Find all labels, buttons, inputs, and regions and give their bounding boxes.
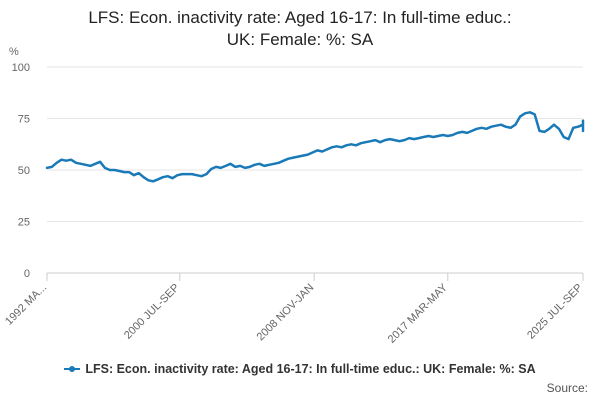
legend-label: LFS: Econ. inactivity rate: Aged 16-17: … (85, 362, 536, 376)
y-axis-label: % (9, 46, 19, 58)
gridlines (47, 66, 583, 274)
source-label: Source: (546, 381, 588, 395)
y-axis: 0 25 50 75 100% (9, 46, 30, 280)
series-line-0[interactable] (45, 111, 585, 183)
y-tick-label: 100 (12, 62, 30, 74)
y-tick-label: 25 (18, 217, 30, 229)
x-tick-label: 1992 MA... (3, 282, 49, 328)
chart-title: LFS: Econ. inactivity rate: Aged 16-17: … (0, 7, 600, 51)
x-tick-label: 2025 JUL-SEP (525, 282, 585, 342)
legend-swatch (64, 365, 81, 372)
y-tick-label: 75 (18, 114, 30, 126)
y-tick-label: 0 (24, 268, 30, 280)
x-axis: 1992 MA... 2000 JUL-SEP 2008 NOV-JAN 2017 M… (3, 273, 585, 346)
chart-title-line-1: LFS: Econ. inactivity rate: Aged 16-17: … (88, 8, 512, 27)
x-tick-label: 2008 NOV-JAN (255, 282, 317, 344)
y-tick-label: 50 (18, 165, 30, 177)
x-tick-label: 2017 MAR-MAY (386, 281, 451, 346)
legend[interactable]: LFS: Econ. inactivity rate: Aged 16-17: … (0, 362, 600, 376)
series-layer (45, 111, 585, 183)
x-tick-label: 2000 JUL-SEP (122, 282, 182, 342)
chart-title-line-2: UK: Female: %: SA (226, 30, 374, 49)
